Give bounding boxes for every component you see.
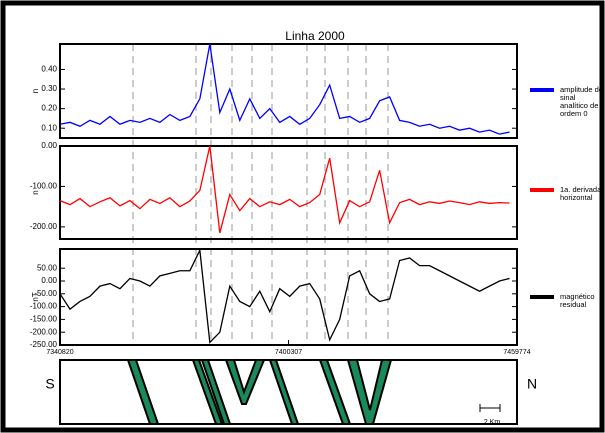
series-line [59,247,510,344]
geologic-section [59,359,518,425]
y-tick-label: -100.00 [30,182,58,191]
y-tick-label: 0.20 [41,104,57,113]
y-axis-label: nT [31,292,40,301]
section-left: S [45,376,54,392]
y-axis-label: n [31,190,40,194]
plot-frame [59,145,518,240]
y-tick-label: 0.00 [41,276,57,285]
plot-frame [59,43,518,139]
chart-title: Linha 2000 [285,29,345,43]
y-tick-label: -250.00 [30,340,58,349]
x-tick-label: 7459774 [503,349,530,356]
y-axis-label: n [31,89,40,93]
y-tick-label: 50.00 [37,263,58,272]
x-tick-label: 7400307 [275,349,302,356]
y-tick-label: -200.00 [30,222,58,231]
y-tick-label: 0.00 [41,141,57,150]
legend-label: 1a. derivada horizontal [560,185,602,202]
legend-label: amplitude do sinal analítico de ordem 0 [560,85,603,118]
legend-label: magnético residual [560,292,595,309]
series-line [59,145,510,234]
scale-label: 2 Km [484,419,501,426]
y-tick-label: -50.00 [34,289,57,298]
series-line [59,43,510,135]
y-tick-label: -100.00 [30,302,58,311]
contact-lines [132,44,389,345]
plot-frame [59,248,518,346]
y-tick-label: -150.00 [30,315,58,324]
y-tick-label: -200.00 [30,327,58,336]
y-tick-label: 0.10 [41,123,57,132]
y-tick-label: 0.40 [41,65,57,74]
x-tick-label: 7340820 [46,349,73,356]
section-right: N [527,376,537,392]
y-tick-label: 0.30 [41,84,57,93]
